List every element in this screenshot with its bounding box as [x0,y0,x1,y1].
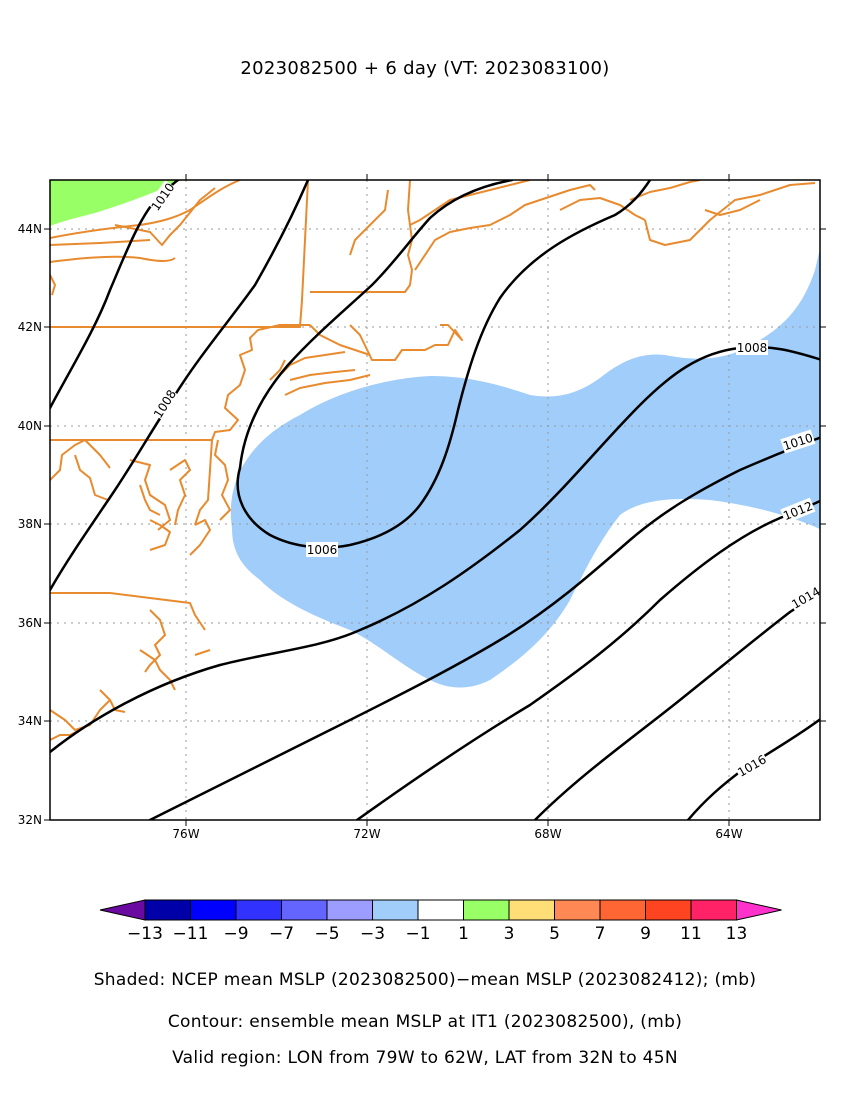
colorbar-label: −1 [405,924,430,944]
isobar-1010-e [148,436,820,820]
colorbar-box [235,899,282,921]
colorbar-box [372,899,419,921]
colorbar-label: −7 [269,924,294,944]
caption-contour: Contour: ensemble mean MSLP at IT1 (2023… [167,1012,683,1032]
colorbar-label: −5 [314,924,339,944]
colorbar-box [281,899,328,921]
y-tick-label: 32N [18,813,42,827]
y-tick-label: 40N [18,419,42,433]
y-tick-label: 34N [18,714,42,728]
colorbar-box [554,899,601,921]
colorbar-label: −13 [127,924,163,944]
x-tick-label: 76W [172,827,199,841]
caption-shaded: Shaded: NCEP mean MSLP (2023082500)−mean… [93,970,757,990]
chart-title: 2023082500 + 6 day (VT: 2023083100) [240,58,610,79]
colorbar-label: 3 [504,924,515,944]
contour-labels: 1010 1008 1006 1008 1010 1012 1014 1016 [147,180,824,781]
colorbar-box [463,899,510,921]
colorbar-label: 13 [726,924,748,944]
colorbar-label: 1 [458,924,469,944]
colorbar: −13 −11 −9 −7 −5 −3 −1 1 3 5 7 9 11 13 [99,899,782,944]
isobar-1014 [533,592,820,820]
x-tick-label: 64W [715,827,742,841]
colorbar-box [326,899,373,921]
isobar-1006-north [238,180,514,470]
colorbar-label: −11 [173,924,209,944]
y-tick-label: 38N [18,517,42,531]
colorbar-arrow-left [99,899,146,921]
shaded-region-negative [230,248,820,688]
colorbar-label: 9 [640,924,651,944]
grid-lines [50,180,820,820]
y-tick-label: 44N [18,222,42,236]
contour-label: 1014 [789,584,822,611]
colorbar-label: 7 [595,924,606,944]
colorbar-box [508,899,555,921]
colorbar-label: −9 [223,924,248,944]
colorbar-box [190,899,237,921]
y-tick-label: 36N [18,616,42,630]
colorbar-label: −3 [360,924,385,944]
contour-label: 1008 [151,387,179,420]
isobar-1008-e [50,345,820,754]
coastlines [50,180,816,741]
colorbar-box [417,899,464,921]
y-tick-label: 42N [18,320,42,334]
isobar-1012 [355,499,820,820]
plot-frame [49,179,821,821]
x-tick-label: 72W [353,827,380,841]
isobar-1006 [236,180,652,549]
caption-region: Valid region: LON from 79W to 62W, LAT f… [172,1048,678,1068]
colorbar-box [690,899,737,921]
colorbar-arrow-right [736,899,782,921]
tick-marks [44,174,826,826]
x-tick-label: 68W [534,827,561,841]
colorbar-label: 11 [680,924,702,944]
isobar-contours [50,180,820,820]
colorbar-box [144,899,191,921]
colorbar-label: 5 [549,924,560,944]
colorbar-box [599,899,646,921]
contour-label: 1008 [737,341,768,355]
contour-label: 1006 [307,543,338,557]
contour-label: 1016 [735,752,768,779]
shaded-region-positive [50,180,182,226]
colorbar-box [645,899,692,921]
